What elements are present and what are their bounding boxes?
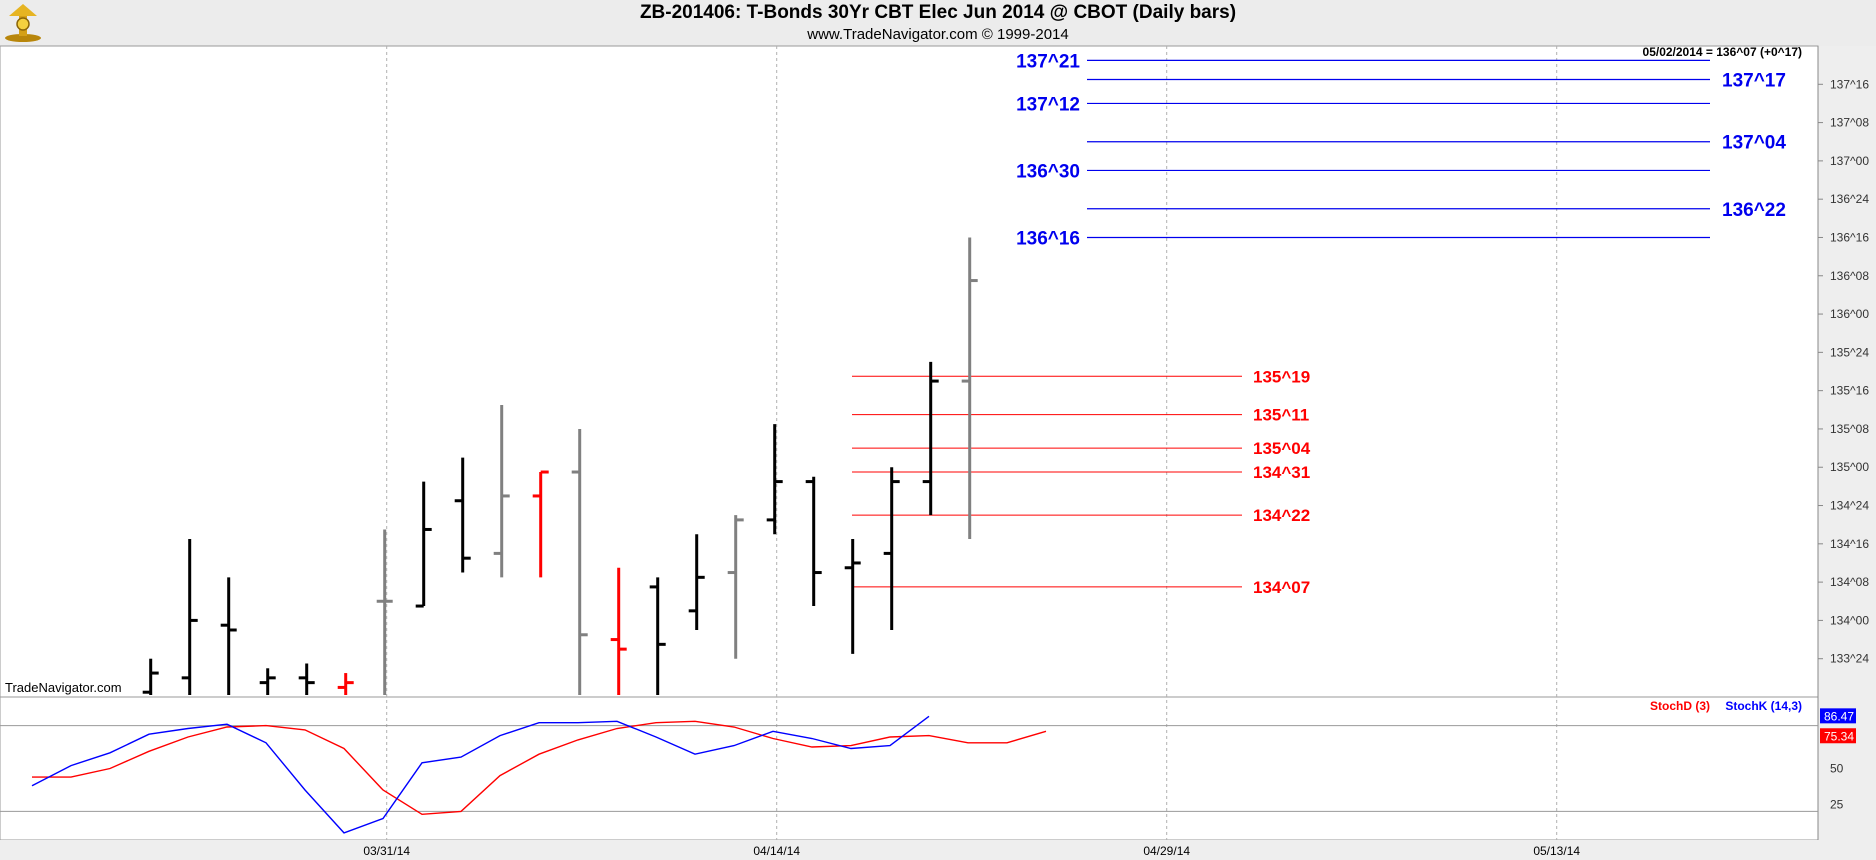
stoch-k-value-tag [1820, 708, 1856, 724]
y-tick-label: 135^00 [1830, 460, 1869, 474]
stoch-panel [0, 696, 1819, 841]
x-tick-label: 05/13/14 [1533, 844, 1580, 858]
y-tick-label: 137^08 [1830, 116, 1869, 130]
y-tick-label: 134^08 [1830, 575, 1869, 589]
red-level-label: 134^31 [1253, 463, 1310, 482]
red-level-label: 135^19 [1253, 367, 1310, 386]
stoch-legend-d: StochD (3) [1650, 699, 1710, 713]
watermark-text: TradeNavigator.com [5, 680, 122, 695]
trade-navigator-logo-icon [5, 4, 41, 42]
y-tick-label: 134^16 [1830, 537, 1869, 551]
y-tick-label: 134^24 [1830, 499, 1869, 513]
y-tick-label: 137^00 [1830, 154, 1869, 168]
chart-title: ZB-201406: T-Bonds 30Yr CBT Elec Jun 201… [639, 2, 1237, 23]
stoch-series-line [32, 720, 1047, 816]
stoch-legend-k: StochK (14,3) [1725, 699, 1802, 713]
x-tick-label: 04/14/14 [753, 844, 800, 858]
red-level-label: 134^22 [1253, 506, 1310, 525]
blue-level-label: 137^04 [1722, 133, 1786, 154]
y-tick-label: 136^24 [1830, 192, 1869, 206]
y-axis-strip [1818, 46, 1876, 840]
price-panel [0, 45, 1819, 698]
y-tick-label: 134^00 [1830, 613, 1869, 627]
y-tick-label: 136^16 [1830, 230, 1869, 244]
stoch-d-value-tag [1820, 728, 1856, 744]
blue-level-label: 137^17 [1722, 71, 1786, 92]
blue-level-label: 136^30 [1016, 161, 1080, 182]
blue-level-label: 137^21 [1016, 51, 1080, 72]
last-value-label: 05/02/2014 = 136^07 (+0^17) [1643, 45, 1802, 59]
stoch-d-value: 75.34 [1824, 729, 1854, 743]
y-tick-label: 135^24 [1830, 345, 1869, 359]
blue-level-label: 136^22 [1722, 200, 1786, 221]
y-tick-label: 136^00 [1830, 307, 1869, 321]
y-tick-label: 135^16 [1830, 384, 1869, 398]
stoch-y-tick-label: 50 [1830, 762, 1844, 776]
blue-level-label: 137^12 [1016, 94, 1080, 115]
x-tick-label: 04/29/14 [1143, 844, 1190, 858]
stoch-k-value: 86.47 [1824, 709, 1854, 723]
red-level-label: 135^11 [1253, 406, 1309, 425]
stoch-series-line [31, 715, 930, 834]
chart-subtitle: www.TradeNavigator.com © 1999-2014 [807, 26, 1069, 43]
title-bar [0, 0, 1876, 46]
red-level-label: 135^04 [1253, 439, 1311, 458]
y-tick-label: 137^16 [1830, 77, 1869, 91]
y-tick-label: 133^24 [1830, 652, 1869, 666]
y-tick-label: 136^08 [1830, 269, 1869, 283]
red-level-label: 134^07 [1253, 578, 1310, 597]
x-axis-strip [0, 840, 1876, 860]
x-tick-label: 03/31/14 [363, 844, 410, 858]
blue-level-label: 136^16 [1016, 228, 1080, 249]
stoch-y-tick-label: 25 [1830, 797, 1844, 811]
y-tick-label: 135^08 [1830, 422, 1869, 436]
